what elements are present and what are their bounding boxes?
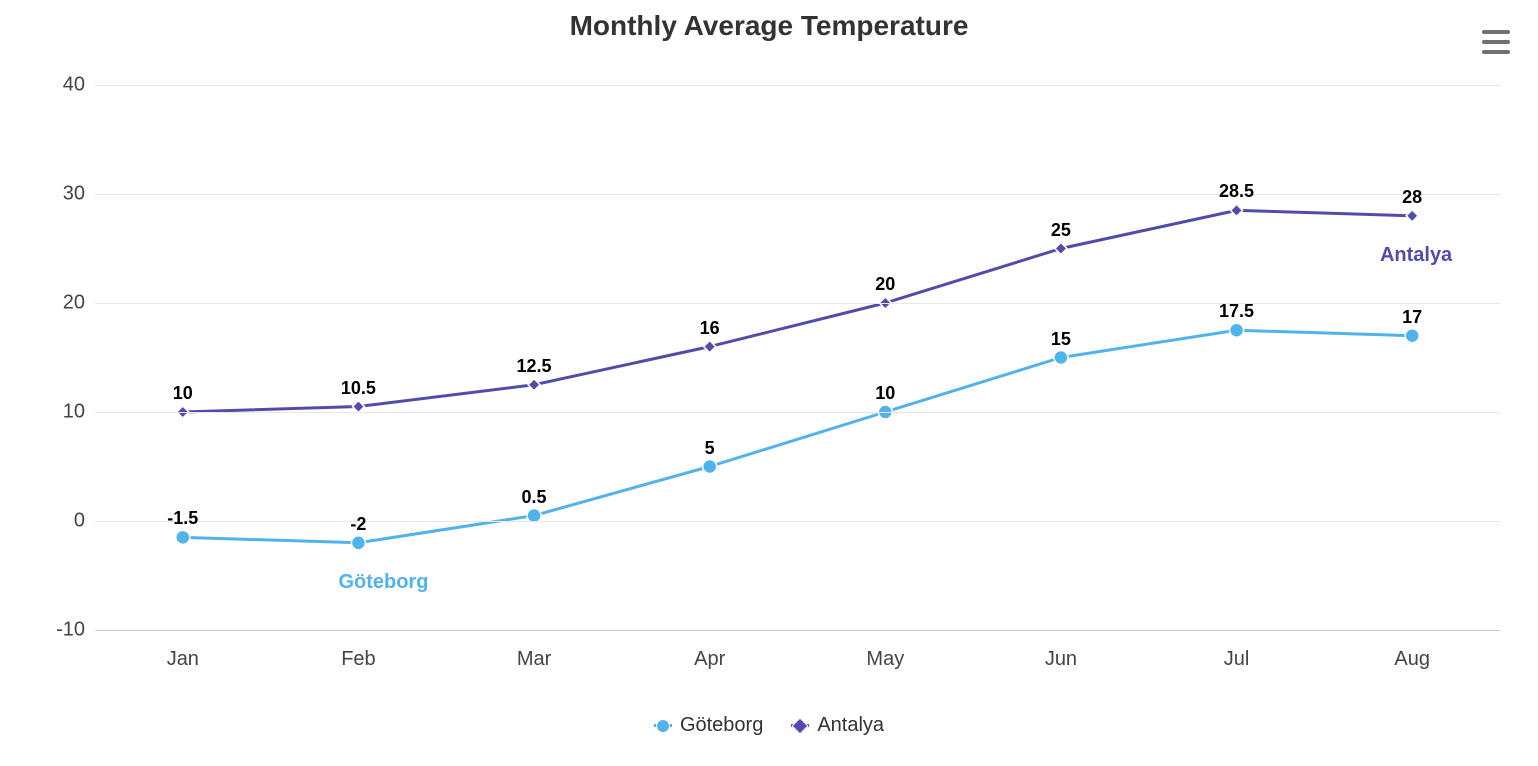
x-axis-tick-label: Apr: [694, 648, 725, 671]
series-marker[interactable]: [1055, 243, 1067, 255]
plot-area: [95, 85, 1500, 630]
data-label: -1.5: [167, 508, 198, 529]
series-marker[interactable]: [176, 530, 190, 544]
legend: Göteborg Antalya: [0, 710, 1538, 737]
data-label: 5: [705, 438, 715, 459]
gridline: [95, 194, 1500, 195]
data-label: -2: [350, 514, 366, 535]
series-marker[interactable]: [704, 341, 716, 353]
x-axis-line: [95, 630, 1500, 631]
data-label: 0.5: [522, 487, 547, 508]
y-axis-tick-label: 20: [35, 292, 85, 315]
legend-marker: [791, 724, 809, 727]
data-label: 16: [700, 318, 720, 339]
x-axis-tick-label: May: [866, 648, 904, 671]
x-axis-tick-label: Jun: [1045, 648, 1077, 671]
x-axis-tick-label: Feb: [341, 648, 375, 671]
series-marker[interactable]: [351, 536, 365, 550]
chart-container: Monthly Average Temperature Göteborg Anta…: [0, 0, 1538, 766]
x-axis-tick-label: Mar: [517, 648, 551, 671]
legend-marker-symbol: [656, 719, 670, 733]
y-axis-tick-label: 0: [35, 510, 85, 533]
data-label: 17.5: [1219, 301, 1254, 322]
data-label: 17: [1402, 307, 1422, 328]
gridline: [95, 85, 1500, 86]
series-line-göteborg: [183, 330, 1412, 543]
legend-item[interactable]: Antalya: [791, 714, 884, 737]
x-axis-tick-label: Jul: [1224, 648, 1250, 671]
series-name-label: Antalya: [1380, 244, 1452, 267]
series-name-label: Göteborg: [338, 571, 428, 594]
data-label: 28.5: [1219, 181, 1254, 202]
y-axis-tick-label: 40: [35, 74, 85, 97]
gridline: [95, 303, 1500, 304]
series-marker[interactable]: [1406, 210, 1418, 222]
gridline: [95, 521, 1500, 522]
data-label: 28: [1402, 187, 1422, 208]
data-label: 10: [875, 383, 895, 404]
legend-label: Göteborg: [680, 714, 763, 737]
series-marker[interactable]: [528, 379, 540, 391]
x-axis-tick-label: Jan: [167, 648, 199, 671]
gridline: [95, 412, 1500, 413]
legend-item[interactable]: Göteborg: [654, 714, 763, 737]
data-label: 15: [1051, 329, 1071, 350]
series-marker[interactable]: [1230, 323, 1244, 337]
series-marker[interactable]: [703, 460, 717, 474]
data-label: 10.5: [341, 378, 376, 399]
chart-title: Monthly Average Temperature: [0, 10, 1538, 42]
chart-menu-icon[interactable]: [1482, 30, 1510, 54]
data-label: 25: [1051, 220, 1071, 241]
series-marker[interactable]: [1054, 351, 1068, 365]
data-label: 12.5: [517, 356, 552, 377]
legend-marker: [654, 724, 672, 727]
legend-label: Antalya: [817, 714, 884, 737]
y-axis-tick-label: 30: [35, 183, 85, 206]
y-axis-tick-label: -10: [35, 619, 85, 642]
data-label: 10: [173, 383, 193, 404]
series-marker[interactable]: [1231, 204, 1243, 216]
chart-lines-svg: [95, 85, 1500, 630]
data-label: 20: [875, 274, 895, 295]
series-marker[interactable]: [1405, 329, 1419, 343]
x-axis-tick-label: Aug: [1394, 648, 1430, 671]
y-axis-tick-label: 10: [35, 401, 85, 424]
series-marker[interactable]: [352, 401, 364, 413]
legend-marker-symbol: [792, 717, 809, 734]
